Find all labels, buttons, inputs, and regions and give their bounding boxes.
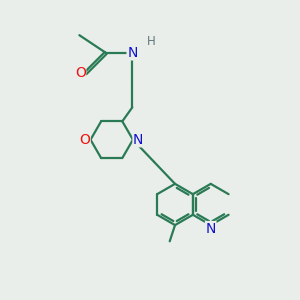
Text: N: N [133, 133, 143, 147]
Text: N: N [127, 46, 137, 60]
Text: O: O [75, 66, 86, 80]
Text: H: H [147, 34, 156, 48]
Text: O: O [79, 133, 90, 147]
Text: N: N [206, 222, 216, 236]
